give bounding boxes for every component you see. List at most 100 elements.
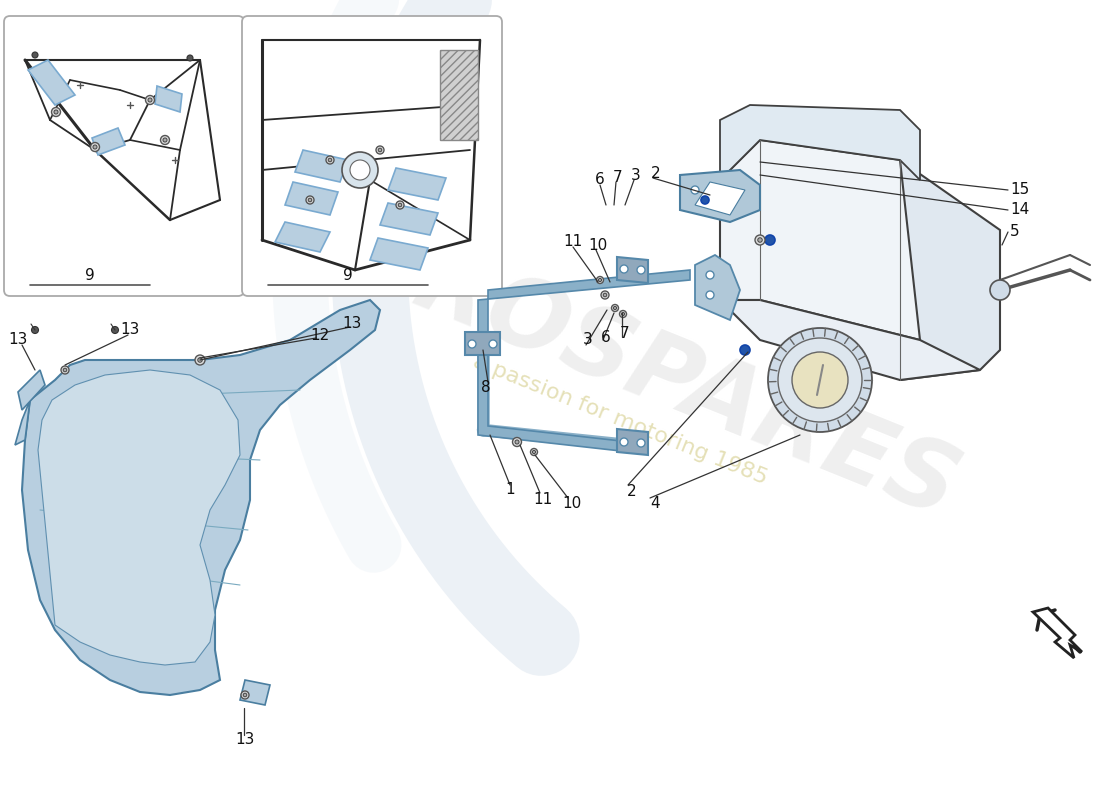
Text: 13: 13 <box>120 322 140 338</box>
Circle shape <box>243 693 246 697</box>
Text: a passion for motoring 1985: a passion for motoring 1985 <box>470 351 770 489</box>
Circle shape <box>342 152 378 188</box>
Polygon shape <box>275 222 330 252</box>
Circle shape <box>637 266 645 274</box>
Circle shape <box>198 358 202 362</box>
Circle shape <box>490 340 497 348</box>
Text: 4: 4 <box>650 495 660 510</box>
Polygon shape <box>240 680 270 705</box>
Text: 15: 15 <box>1010 182 1030 198</box>
Polygon shape <box>720 140 920 340</box>
Text: 11: 11 <box>534 491 552 506</box>
Circle shape <box>306 196 313 204</box>
Circle shape <box>376 146 384 154</box>
Text: 11: 11 <box>563 234 583 250</box>
Text: 10: 10 <box>562 497 582 511</box>
Text: 7: 7 <box>620 326 630 342</box>
Circle shape <box>326 156 334 164</box>
Circle shape <box>598 278 602 282</box>
Polygon shape <box>285 182 338 215</box>
Circle shape <box>758 238 762 242</box>
Text: 6: 6 <box>595 173 605 187</box>
Text: 7: 7 <box>613 170 623 186</box>
Text: 8: 8 <box>481 381 491 395</box>
Circle shape <box>614 306 617 310</box>
Polygon shape <box>15 400 30 445</box>
Circle shape <box>396 201 404 209</box>
Circle shape <box>691 186 698 194</box>
Text: 2: 2 <box>627 485 637 499</box>
Circle shape <box>350 160 370 180</box>
Circle shape <box>32 326 39 334</box>
FancyBboxPatch shape <box>242 16 502 296</box>
Circle shape <box>468 340 476 348</box>
Circle shape <box>94 145 97 149</box>
Circle shape <box>532 450 536 454</box>
Text: 3: 3 <box>631 167 641 182</box>
Circle shape <box>328 158 332 162</box>
Circle shape <box>601 291 609 299</box>
Text: 9: 9 <box>343 269 353 283</box>
Circle shape <box>764 235 776 245</box>
Text: 13: 13 <box>342 315 362 330</box>
Polygon shape <box>388 168 446 200</box>
Circle shape <box>706 271 714 279</box>
Text: 13: 13 <box>9 333 28 347</box>
Circle shape <box>60 366 69 374</box>
Polygon shape <box>680 170 760 222</box>
Circle shape <box>637 439 645 447</box>
Circle shape <box>90 142 99 151</box>
Bar <box>440 50 478 140</box>
Text: 6: 6 <box>601 330 610 345</box>
Circle shape <box>596 277 604 283</box>
Circle shape <box>308 198 311 202</box>
Polygon shape <box>478 270 690 340</box>
Polygon shape <box>379 203 438 235</box>
Polygon shape <box>617 429 648 455</box>
Circle shape <box>378 148 382 152</box>
Circle shape <box>111 326 119 334</box>
Circle shape <box>755 235 764 245</box>
Circle shape <box>603 293 607 297</box>
Polygon shape <box>617 257 648 283</box>
Circle shape <box>54 110 58 114</box>
Circle shape <box>620 438 628 446</box>
Polygon shape <box>295 150 348 182</box>
Circle shape <box>513 438 521 446</box>
Polygon shape <box>465 332 501 355</box>
Text: 2: 2 <box>651 166 661 181</box>
Circle shape <box>161 135 169 145</box>
Circle shape <box>621 313 625 315</box>
Circle shape <box>612 305 618 311</box>
Polygon shape <box>1033 608 1082 658</box>
Text: 3: 3 <box>583 333 593 347</box>
Circle shape <box>163 138 167 142</box>
Polygon shape <box>478 340 630 452</box>
Circle shape <box>706 291 714 299</box>
Circle shape <box>530 449 538 455</box>
Polygon shape <box>720 300 980 380</box>
Circle shape <box>32 52 39 58</box>
Circle shape <box>792 352 848 408</box>
Text: EUROSPARES: EUROSPARES <box>268 182 972 538</box>
Circle shape <box>195 355 205 365</box>
Text: 5: 5 <box>1010 225 1020 239</box>
Text: 1: 1 <box>505 482 515 498</box>
Polygon shape <box>18 370 45 410</box>
Circle shape <box>778 338 862 422</box>
Circle shape <box>145 95 154 105</box>
Text: 9: 9 <box>85 269 95 283</box>
Circle shape <box>148 98 152 102</box>
Polygon shape <box>695 255 740 320</box>
Circle shape <box>241 691 249 699</box>
Polygon shape <box>39 370 240 665</box>
FancyBboxPatch shape <box>4 16 244 296</box>
Circle shape <box>701 196 710 204</box>
Circle shape <box>187 55 192 61</box>
Circle shape <box>63 368 67 372</box>
Circle shape <box>768 328 872 432</box>
Polygon shape <box>92 128 125 155</box>
Polygon shape <box>22 300 379 695</box>
Circle shape <box>990 280 1010 300</box>
Circle shape <box>740 345 750 355</box>
